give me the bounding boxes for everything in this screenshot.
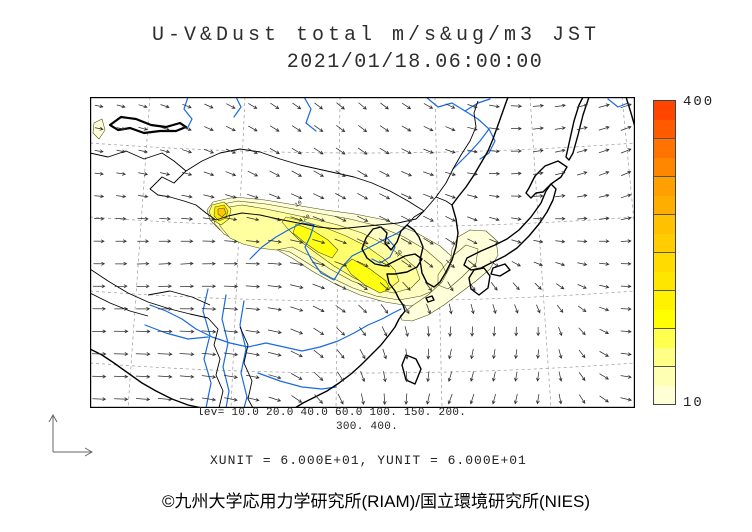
svg-text:10: 10 — [294, 199, 304, 209]
colorbar-segment — [654, 177, 675, 196]
colorbar-segment — [654, 195, 675, 215]
svg-text:20: 20 — [302, 213, 312, 223]
wind-vectors — [91, 102, 632, 406]
colorbar-segment — [654, 309, 675, 329]
plot-title: U-V&Dust total m/s&ug/m3 JST — [151, 24, 601, 47]
colorbar-segment — [654, 347, 675, 367]
vector-units-label: XUNIT = 6.000E+01, YUNIT = 6.000E+01 — [210, 453, 527, 468]
plot-datetime: 2021/01/18.06:00:00 — [286, 51, 544, 74]
axis-arrows-icon — [48, 413, 94, 457]
coastlines — [90, 97, 635, 408]
colorbar-segment — [654, 291, 675, 310]
contour-levels-line1: lev= 10.0 20.0 40.0 60.0 100. 150. 200. — [197, 407, 467, 419]
dust-contours — [92, 118, 499, 322]
colorbar-min-label: 10 — [683, 395, 704, 411]
colorbar-segment — [654, 367, 675, 386]
colorbar-segment — [654, 253, 675, 272]
colorbar-max-label: 400 — [683, 94, 715, 110]
contour-levels-line2: 300. 400. — [336, 421, 399, 433]
colorbar-segment — [654, 157, 675, 177]
colorbar-segment — [654, 385, 675, 404]
credit-text: ©九州大学応用力学研究所(RIAM)/国立環境研究所(NIES) — [161, 492, 591, 511]
colorbar — [653, 100, 676, 405]
colorbar-segment — [654, 215, 675, 234]
colorbar-segment — [654, 271, 675, 291]
colorbar-segment — [654, 119, 675, 139]
colorbar-segment — [654, 233, 675, 253]
svg-text:10: 10 — [394, 248, 404, 258]
rivers — [144, 97, 629, 408]
colorbar-segment — [654, 101, 675, 120]
colorbar-segment — [654, 329, 675, 348]
contour-labels: 10 20 10 — [294, 199, 405, 259]
map-canvas: 10 20 10 — [90, 97, 635, 408]
map-frame — [90, 97, 635, 408]
colorbar-segment — [654, 139, 675, 158]
